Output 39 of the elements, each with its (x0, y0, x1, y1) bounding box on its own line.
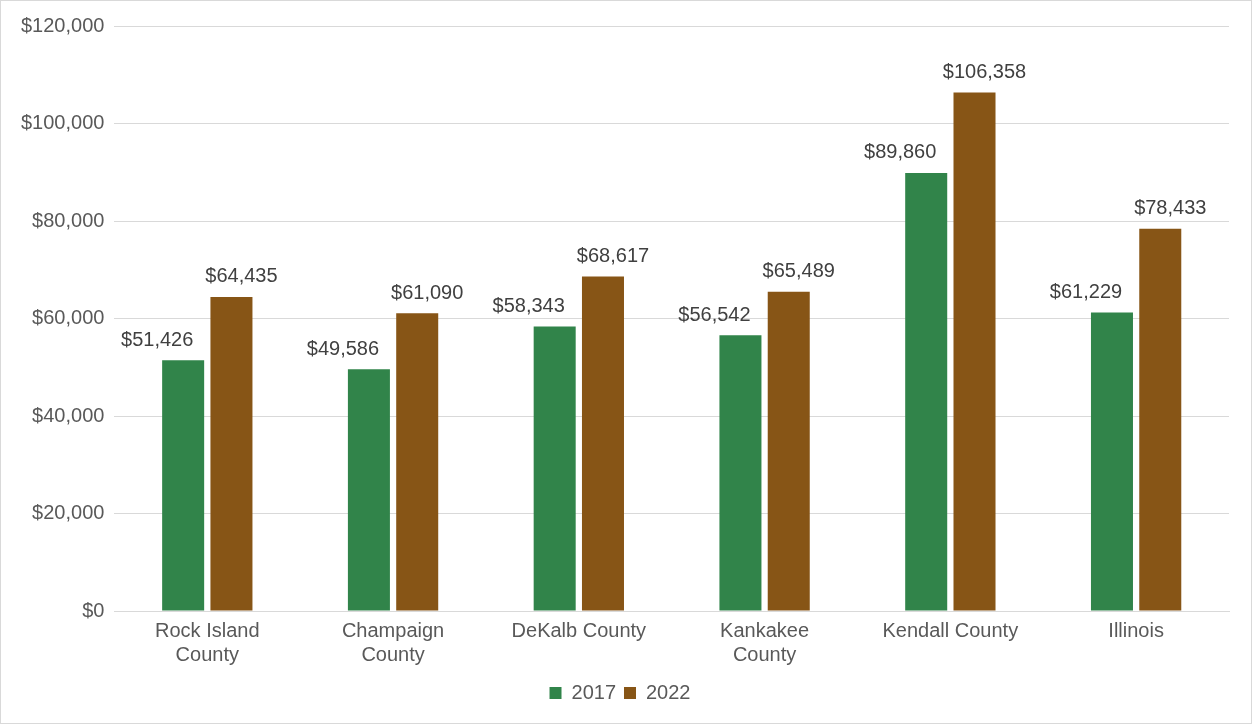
x-tick-label: DeKalb County (511, 618, 647, 641)
bar (719, 335, 762, 611)
bar (767, 291, 810, 611)
legend-label: 2022 (646, 680, 691, 703)
legend-label: 2017 (571, 680, 617, 703)
data-label: $64,435 (205, 264, 278, 287)
bar (1139, 228, 1182, 611)
data-label: $56,542 (678, 302, 751, 325)
bar (905, 172, 948, 611)
x-tick-label: Kankakee County (720, 618, 810, 665)
data-label: $58,343 (492, 294, 565, 317)
x-tick-label: Champaign County (341, 618, 445, 665)
bar (581, 276, 624, 611)
bar (162, 360, 205, 611)
data-label: $78,433 (1134, 196, 1207, 219)
data-label: $61,090 (391, 280, 464, 303)
bar (1090, 312, 1133, 611)
data-label: $89,860 (864, 140, 937, 163)
bar (396, 313, 439, 611)
y-tick-label: $0 (82, 598, 105, 621)
y-tick-label: $20,000 (32, 501, 105, 524)
y-tick-label: $40,000 (32, 403, 105, 426)
y-tick-label: $120,000 (21, 13, 105, 36)
y-tick-label: $100,000 (21, 111, 105, 134)
bar (953, 92, 996, 611)
x-tick-label: Illinois (1108, 618, 1164, 641)
y-tick-label: $60,000 (32, 306, 105, 329)
data-label: $51,426 (121, 327, 194, 350)
bar (533, 326, 576, 611)
x-tick-label: Rock Island County (155, 618, 260, 665)
bar (210, 296, 253, 611)
x-tick-label: Kendall County (882, 618, 1019, 641)
data-label: $49,586 (306, 336, 380, 359)
data-label: $61,229 (1049, 280, 1123, 303)
bar (347, 369, 390, 611)
y-tick-label: $80,000 (32, 208, 105, 231)
data-label: $68,617 (576, 244, 650, 267)
data-label: $106,358 (942, 60, 1027, 83)
data-label: $65,489 (762, 259, 835, 282)
